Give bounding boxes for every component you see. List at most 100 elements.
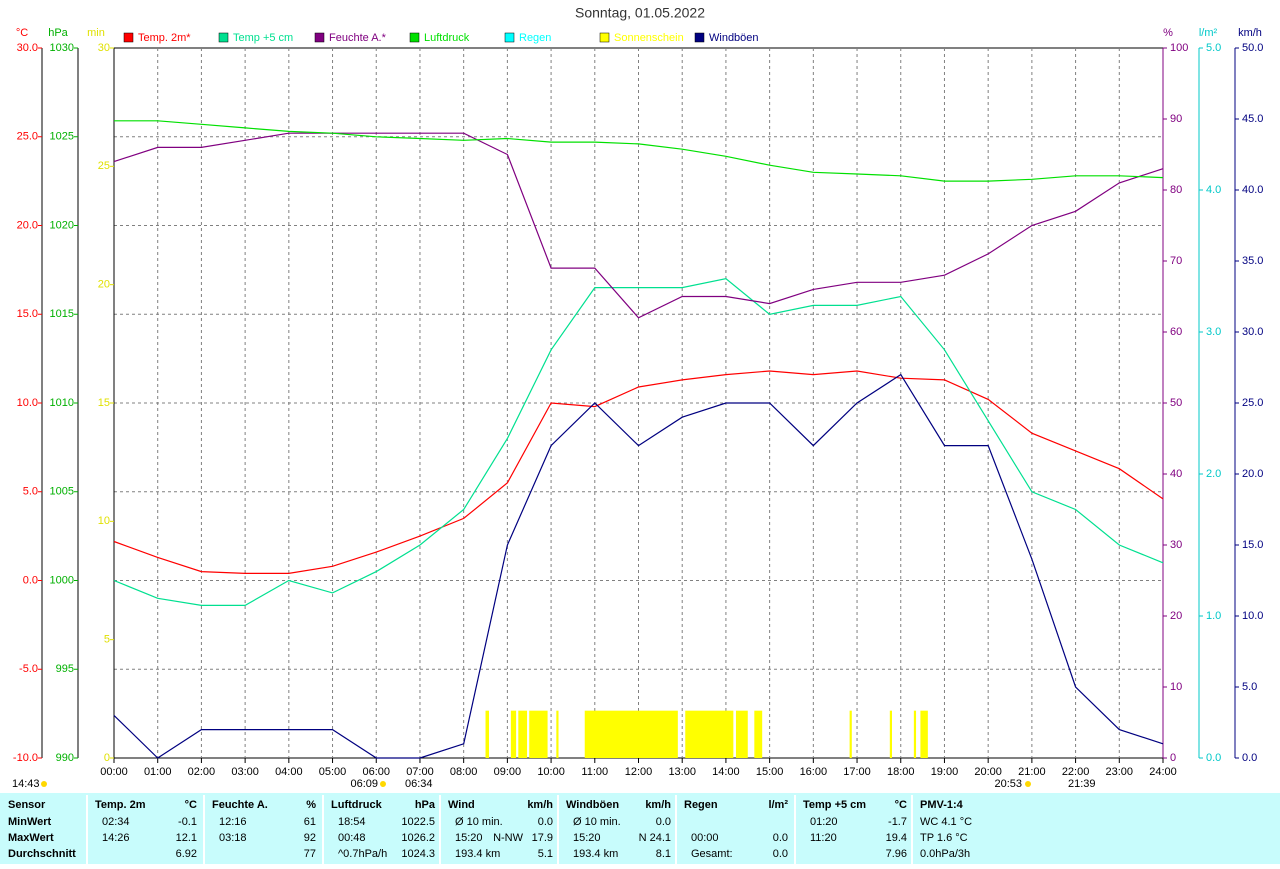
y-tick-label: 5.0	[23, 486, 38, 498]
y-tick-label: 1010	[50, 397, 74, 409]
y-tick-label: 0.0	[1206, 752, 1221, 764]
legend-label: Feuchte A.*	[329, 32, 387, 44]
y-tick-label: 60	[1170, 326, 1182, 338]
x-tick-label: 07:00	[406, 766, 434, 778]
table-cell: 7.96	[886, 848, 907, 860]
table-cell: 0.0	[773, 848, 788, 860]
x-tick-label: 21:00	[1018, 766, 1046, 778]
table-cell: 1024.3	[401, 848, 435, 860]
y-tick-label: 20.0	[17, 219, 38, 231]
table-cell: 18:54	[338, 816, 366, 828]
table-cell: 5.1	[538, 848, 553, 860]
y-tick-label: 0.0	[23, 574, 38, 586]
table-cell: N 24.1	[639, 832, 671, 844]
table-cell: 03:18	[219, 832, 247, 844]
x-tick-label: 24:00	[1149, 766, 1177, 778]
table-cell: 11:20	[810, 832, 837, 844]
sun-bar	[735, 710, 748, 758]
y-tick-label: 5.0	[1242, 681, 1257, 693]
x-tick-label: 18:00	[887, 766, 915, 778]
x-tick-label: 06:00	[362, 766, 390, 778]
y-tick-label: 20	[98, 279, 110, 291]
table-header: Temp +5 cm	[803, 799, 866, 811]
x-tick-label: 02:00	[188, 766, 216, 778]
table-cell: 0.0	[538, 816, 553, 828]
table-unit: °C	[185, 799, 197, 811]
x-tick-label: 22:00	[1062, 766, 1090, 778]
y-axis-unit: °C	[16, 27, 28, 39]
table-cell: TP 1.6 °C	[920, 832, 968, 844]
table-cell: 00:00	[691, 832, 719, 844]
table-cell: 12:16	[219, 816, 247, 828]
table-cell: 1022.5	[401, 816, 435, 828]
sun-bar	[510, 710, 517, 758]
sun-time: 20:53	[994, 778, 1022, 790]
y-tick-label: 10.0	[17, 397, 38, 409]
y-tick-label: 0	[1170, 752, 1176, 764]
table-cell: Durchschnitt	[8, 848, 76, 860]
legend-swatch	[694, 32, 705, 43]
y-tick-label: 40	[1170, 468, 1182, 480]
y-tick-label: 5	[104, 634, 110, 646]
table-cell: 61	[304, 816, 316, 828]
y-tick-label: 15.0	[17, 308, 38, 320]
y-tick-label: 45.0	[1242, 113, 1263, 125]
sun-icon	[41, 781, 47, 787]
sun-time: 14:43	[12, 778, 40, 790]
table-cell: 14:26	[102, 832, 130, 844]
table-cell: Gesamt:	[691, 848, 733, 860]
sun-icon	[380, 781, 386, 787]
sun-bar	[529, 710, 548, 758]
x-tick-label: 11:00	[581, 766, 608, 778]
table-header: Regen	[684, 799, 718, 811]
table-unit: l/m²	[768, 799, 788, 811]
x-tick-label: 17:00	[843, 766, 871, 778]
y-tick-label: 3.0	[1206, 326, 1221, 338]
table-cell: 01:20	[810, 816, 838, 828]
y-tick-label: 4.0	[1206, 184, 1221, 196]
y-tick-label: 90	[1170, 113, 1182, 125]
table-background	[0, 793, 1280, 864]
y-tick-label: 50.0	[1242, 42, 1263, 54]
data-line	[113, 132, 1164, 319]
y-tick-label: 1025	[50, 131, 74, 143]
legend-label: Windböen	[709, 32, 759, 44]
table-cell: 00:48	[338, 832, 366, 844]
x-tick-label: 09:00	[494, 766, 522, 778]
table-cell: 193.4 km	[573, 848, 618, 860]
table-cell: -0.1	[178, 816, 197, 828]
x-tick-label: 08:00	[450, 766, 478, 778]
y-axis-unit: min	[87, 27, 105, 39]
legend-label: Temp. 2m*	[138, 32, 191, 44]
table-header: PMV-1:4	[920, 799, 964, 811]
table-cell: 17.9	[532, 832, 553, 844]
x-tick-label: 01:00	[144, 766, 172, 778]
sun-bar	[889, 710, 893, 758]
y-tick-label: 30.0	[17, 42, 38, 54]
y-tick-label: 10.0	[1242, 610, 1263, 622]
sun-bar	[584, 710, 678, 758]
y-tick-label: 1005	[50, 486, 74, 498]
sun-time: 06:34	[405, 778, 433, 790]
sun-bar	[518, 710, 528, 758]
y-tick-label: 80	[1170, 184, 1182, 196]
y-tick-label: 15.0	[1242, 539, 1263, 551]
y-tick-label: 25	[98, 160, 110, 172]
table-header: Temp. 2m	[95, 799, 146, 811]
y-tick-label: 20.0	[1242, 468, 1263, 480]
table-cell: MaxWert	[8, 832, 54, 844]
y-tick-label: 1030	[50, 42, 74, 54]
y-tick-label: 30	[1170, 539, 1182, 551]
y-tick-label: 15	[98, 397, 110, 409]
y-tick-label: 990	[56, 752, 74, 764]
y-tick-label: 10	[98, 515, 110, 527]
x-tick-label: 19:00	[931, 766, 959, 778]
table-unit: °C	[895, 799, 907, 811]
y-tick-label: 10	[1170, 681, 1182, 693]
sun-bar	[556, 710, 559, 758]
y-tick-label: 40.0	[1242, 184, 1263, 196]
sun-bar	[920, 710, 928, 758]
legend-label: Luftdruck	[424, 32, 470, 44]
table-cell: 12.1	[176, 832, 197, 844]
